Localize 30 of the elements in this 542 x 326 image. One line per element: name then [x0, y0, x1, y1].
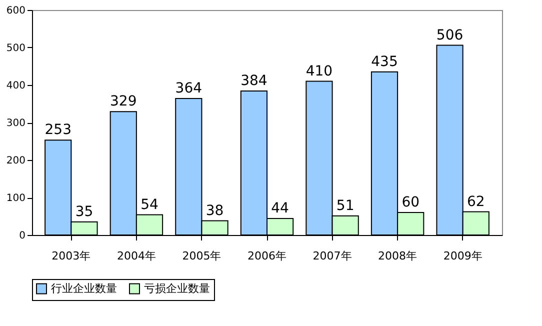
data-label: 44: [271, 200, 290, 216]
x-tick-label: 2004年: [116, 250, 156, 262]
y-tick-label: 0: [19, 230, 26, 242]
legend-label: 亏损企业数量: [144, 282, 210, 295]
data-label: 38: [206, 202, 224, 219]
y-tick-label: 500: [6, 43, 26, 54]
data-label: 253: [44, 122, 72, 138]
data-label: 60: [402, 194, 420, 210]
data-label: 329: [110, 94, 137, 110]
data-label: 364: [175, 80, 202, 96]
x-tick-label: 2006年: [248, 250, 286, 262]
x-tick-label: 2005年: [182, 250, 222, 262]
data-label: 410: [306, 63, 333, 80]
x-tick-label: 2007年: [312, 250, 352, 262]
data-label: 54: [140, 196, 158, 213]
y-tick-label: 300: [6, 118, 26, 129]
x-tick-label: 2008年: [378, 250, 418, 262]
legend-label: 行业企业数量: [51, 282, 117, 295]
data-label: 51: [336, 198, 354, 214]
data-label: 62: [466, 194, 485, 210]
data-label: 435: [371, 54, 398, 70]
data-label: 384: [240, 73, 268, 89]
y-tick-label: 400: [6, 80, 26, 92]
x-tick-label: 2003年: [52, 250, 91, 262]
y-tick-label: 200: [6, 156, 26, 166]
data-label: 35: [75, 204, 94, 220]
data-label: 506: [436, 27, 464, 44]
y-tick-label: 100: [6, 193, 26, 204]
x-tick-label: 2009年: [443, 250, 482, 262]
y-tick-label: 600: [6, 6, 26, 16]
